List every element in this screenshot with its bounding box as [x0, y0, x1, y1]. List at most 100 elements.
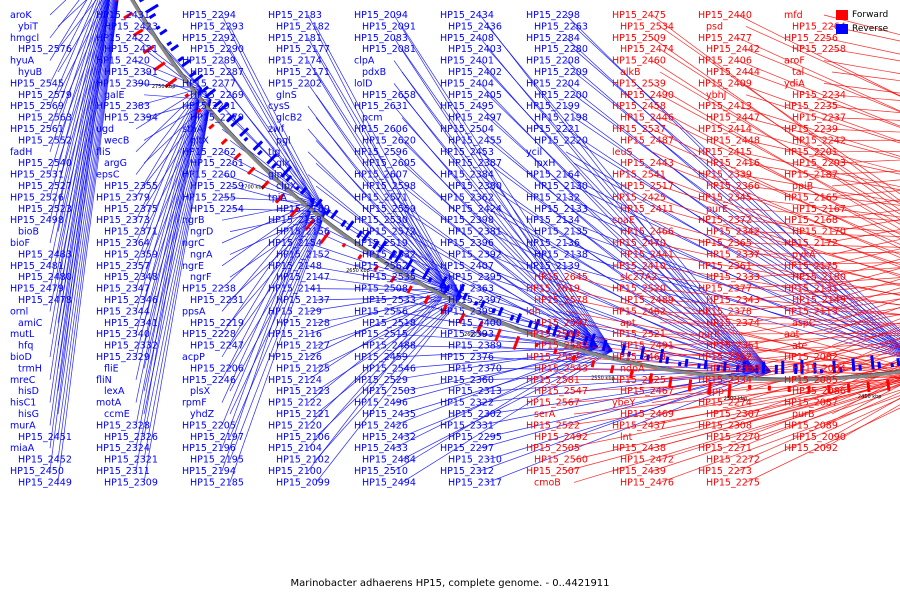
gene-feature — [877, 361, 882, 369]
gene-label: HP15_2598 — [362, 181, 416, 192]
gene-label: HP15_2126 — [268, 352, 322, 363]
leader-line — [143, 99, 212, 437]
gene-feature — [356, 230, 364, 239]
gene-label: purB — [792, 409, 814, 420]
leader-line — [393, 346, 598, 472]
gene-feature — [462, 292, 468, 301]
gene-label: HP15_2466 — [620, 227, 674, 238]
kbp-tick-label: 2550 kbp — [591, 375, 615, 381]
leader-line — [229, 94, 326, 212]
gene-label: HP15_2311 — [96, 466, 150, 477]
gene-feature — [552, 324, 559, 337]
gene-label: HP15_2443 — [620, 158, 674, 169]
gene-label: purE — [706, 204, 728, 215]
gene-label: HP15_2539 — [612, 78, 666, 89]
gene-label: aroK — [10, 10, 32, 21]
gene-label: HP15_2307 — [706, 409, 760, 420]
leader-line — [49, 0, 104, 198]
gene-label: HP15_2547 — [534, 386, 588, 397]
gene-label: HP15_2436 — [448, 21, 502, 32]
leader-line — [565, 37, 900, 347]
gene-label: HP15_2289 — [182, 56, 236, 67]
gene-label: HP15_2139 — [526, 261, 580, 272]
gene-feature — [571, 354, 577, 362]
gene-label: miaA — [10, 443, 35, 454]
leader-line — [479, 242, 757, 372]
gene-label: tpiA — [268, 192, 287, 203]
gene-label: HP15_2450 — [10, 466, 64, 477]
leader-line — [745, 314, 900, 346]
gene-label: HP15_2509 — [612, 33, 666, 44]
gene-feature — [527, 320, 533, 328]
gene-label: ngrA — [190, 249, 213, 260]
gene-label: HP15_2517 — [620, 181, 674, 192]
leader-line — [307, 83, 449, 290]
gene-feature — [200, 85, 210, 93]
gene-label: HP15_2451 — [18, 432, 72, 443]
gene-label: HP15_2552 — [18, 135, 72, 146]
gene-label: HP15_2360 — [440, 375, 494, 386]
gene-label: glcB2 — [276, 113, 302, 124]
leader-line — [737, 105, 900, 157]
gene-label: HP15_2567 — [526, 398, 580, 409]
gene-label: HP15_2324 — [96, 443, 150, 454]
leader-line — [745, 162, 900, 191]
gene-feature — [851, 358, 856, 372]
gene-feature — [846, 383, 851, 393]
gene-label: HP15_2326 — [104, 432, 158, 443]
gene-label: purK — [698, 329, 721, 340]
leader-line — [393, 83, 599, 348]
gene-label: mreC — [10, 375, 36, 386]
gene-label: HP15_2235 — [784, 101, 838, 112]
gene-feature — [204, 88, 217, 99]
gene-label: hmgcl — [10, 33, 39, 44]
leader-line — [221, 201, 315, 335]
leader-line — [651, 389, 900, 472]
gene-label: fliE — [104, 363, 119, 374]
gene-label: HP15_2270 — [706, 432, 760, 443]
gene-label: HP15_2463 — [612, 352, 666, 363]
gene-label: HP15_2362 — [440, 192, 494, 203]
leader-line — [229, 49, 326, 212]
gene-label: HP15_2370 — [448, 363, 502, 374]
gene-label: coaE — [612, 215, 635, 226]
gene-label: HP15_2475 — [612, 10, 666, 21]
gene-label: HP15_2177 — [276, 44, 330, 55]
leader-line — [393, 346, 598, 449]
gene-label: HP15_2084 — [792, 363, 846, 374]
leader-line — [143, 99, 212, 483]
gene-label: HP15_2357 — [96, 261, 150, 272]
leader-line — [229, 211, 326, 460]
gene-label: HP15_2171 — [276, 67, 330, 78]
leader-line — [143, 99, 212, 187]
leader-line — [57, 0, 117, 301]
gene-label: HP15_2440 — [698, 10, 752, 21]
gene-label: HP15_2435 — [362, 409, 416, 420]
gene-label: lexA — [104, 386, 125, 397]
gene-label: HP15_2328 — [96, 420, 150, 431]
leader-line — [307, 37, 449, 290]
gene-label: HP15_2321 — [104, 455, 158, 466]
gene-label: HP15_2237 — [792, 113, 846, 124]
gene-label: glpK — [268, 170, 290, 181]
gene-label: HP15_2458 — [612, 101, 666, 112]
gene-label: HP15_2391 — [104, 67, 158, 78]
gene-label: HP15_2279 — [190, 113, 244, 124]
leader-line — [401, 254, 613, 352]
gene-label: HP15_2480 — [18, 272, 72, 283]
gene-label: HP15_2348 — [104, 272, 158, 283]
gene-label: HP15_2507 — [526, 466, 580, 477]
leader-line — [49, 0, 110, 426]
leader-line — [651, 332, 900, 335]
gene-label: HP15_2397 — [448, 295, 502, 306]
gene-label: fliN — [96, 375, 112, 386]
gene-feature — [188, 71, 197, 78]
leader-line — [49, 0, 80, 39]
gene-feature — [646, 354, 651, 361]
leader-line — [221, 202, 315, 449]
gene-label: alkB — [620, 67, 640, 78]
gene-label: HP15_2399 — [440, 306, 494, 317]
legend-item-forward: Forward — [836, 8, 892, 22]
gene-feature — [138, 0, 145, 3]
gene-feature — [648, 373, 654, 384]
